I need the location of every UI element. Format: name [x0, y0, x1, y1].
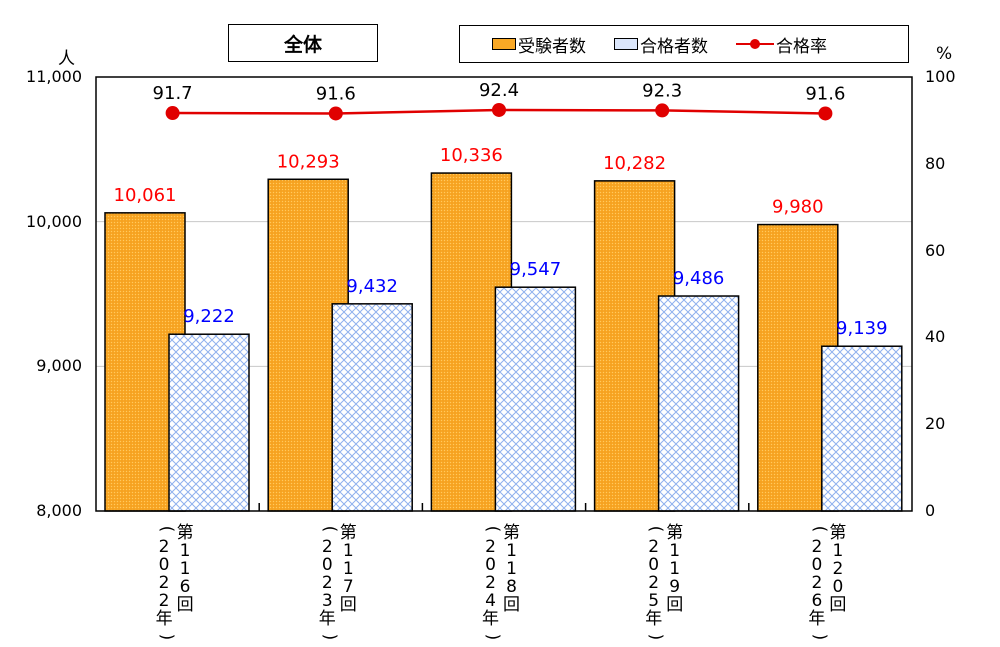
line-point — [165, 106, 180, 121]
line-label-pass-rate: 91.6 — [316, 83, 356, 104]
line-label-pass-rate: 92.3 — [642, 80, 682, 101]
bar-label-passers: 9,547 — [510, 259, 562, 280]
y-right-tick: 40 — [925, 327, 946, 347]
x-axis-label: 第 1 1 7 回(2 0 2 3 年) — [318, 523, 357, 641]
bar-label-examinees: 10,336 — [440, 145, 503, 166]
bar-label-passers: 9,432 — [346, 276, 398, 297]
legend-label: 受験者数 — [518, 36, 586, 57]
y-left-tick: 10,000 — [26, 211, 82, 231]
y-right-tick: 80 — [925, 153, 946, 173]
x-axis-label: 第 1 1 9 回(2 0 2 5 年) — [645, 523, 684, 641]
legend-item-examinees: 受験者数 — [492, 32, 586, 57]
y-right-tick: 0 — [925, 501, 936, 520]
y-left-tick: 11,000 — [26, 67, 82, 86]
x-axis-label: 第 1 2 0 回(2 0 2 6 年) — [808, 523, 847, 641]
blue-swatch-icon — [614, 38, 638, 50]
bar-label-examinees: 9,980 — [772, 197, 824, 218]
line-label-pass-rate: 92.4 — [479, 80, 519, 101]
line-label-pass-rate: 91.6 — [805, 83, 845, 104]
bar-label-examinees: 10,282 — [603, 153, 666, 174]
bar-passers — [821, 345, 903, 512]
y-left-tick: 8,000 — [36, 501, 82, 520]
y-right-tick: 20 — [925, 414, 946, 434]
bar-passers — [331, 303, 413, 512]
bar-label-examinees: 10,061 — [114, 185, 177, 206]
bar-label-examinees: 10,293 — [277, 151, 340, 172]
line-label-pass-rate: 91.7 — [153, 83, 193, 104]
line-point — [818, 106, 833, 121]
bar-passers — [657, 295, 740, 512]
chart-title: 全体 — [283, 33, 322, 56]
legend-item-pass-rate: 合格率 — [736, 32, 827, 57]
y-left-tick: 9,000 — [36, 356, 82, 376]
bar-label-passers: 9,486 — [673, 268, 725, 289]
legend-item-passers: 合格者数 — [614, 32, 708, 57]
legend-label: 合格者数 — [640, 36, 708, 57]
chart-title-box: 全体 — [228, 24, 378, 62]
bar-passers — [494, 286, 577, 512]
x-axis-label: 第 1 1 6 回(2 0 2 2 年) — [155, 523, 194, 641]
y-left-unit: 人 — [58, 49, 75, 69]
legend-label: 合格率 — [776, 36, 827, 57]
bar-label-passers: 9,139 — [836, 318, 888, 339]
line-marker-icon — [736, 39, 774, 49]
bar-label-passers: 9,222 — [183, 306, 235, 327]
bar-passers — [168, 333, 250, 512]
line-point — [492, 102, 506, 117]
x-axis-label: 第 1 1 8 回(2 0 2 4 年) — [482, 523, 520, 641]
line-point — [655, 103, 670, 118]
legend: 受験者数 合格者数 合格率 — [459, 25, 909, 63]
y-right-tick: 100 — [925, 67, 956, 86]
line-point — [328, 106, 343, 121]
y-right-tick: 60 — [925, 240, 946, 260]
orange-swatch-icon — [492, 38, 516, 50]
y-right-unit: % — [936, 44, 953, 64]
